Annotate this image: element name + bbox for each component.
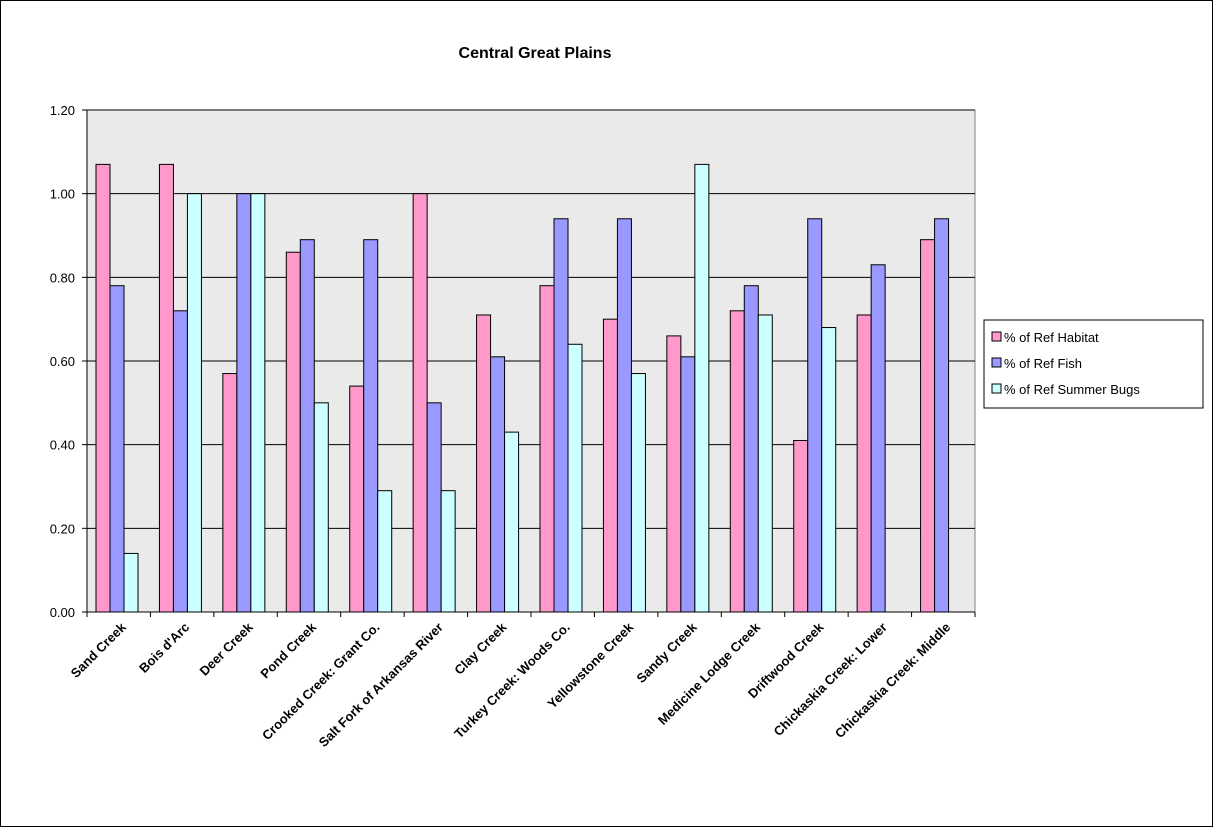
bar-summer-bugs xyxy=(440,490,456,613)
bar-habitat xyxy=(539,285,555,613)
x-tick-label: Pond Creek xyxy=(257,619,319,681)
x-tick-label: Sandy Creek xyxy=(633,619,700,686)
y-tick-label: 0.00 xyxy=(50,605,75,620)
bar-summer-bugs xyxy=(377,490,393,613)
bar-fish xyxy=(807,218,823,613)
chart-title: Central Great Plains xyxy=(459,45,612,62)
y-tick-label: 1.00 xyxy=(50,187,75,202)
bar-fish xyxy=(172,310,188,613)
bar-summer-bugs xyxy=(567,343,583,613)
x-axis-ticks: Sand Creek Bois d'Arc Deer Creek Pond Creek… xyxy=(68,619,954,750)
legend-label: % of Ref Summer Bugs xyxy=(1004,382,1140,397)
bar-fish xyxy=(934,218,950,613)
bar-summer-bugs xyxy=(821,327,837,613)
x-tick-label: Medicine Lodge Creek xyxy=(655,619,764,728)
y-tick-label: 0.40 xyxy=(50,438,75,453)
x-tick-label: Chickaskia Creek: Lower xyxy=(771,620,890,739)
bar-habitat xyxy=(412,193,428,613)
bar-fish xyxy=(870,264,886,613)
bar-fish xyxy=(299,239,315,613)
legend-label: % of Ref Habitat xyxy=(1004,330,1099,345)
bar-summer-bugs xyxy=(630,373,646,613)
bar-fish xyxy=(426,402,442,613)
bar-habitat xyxy=(602,318,618,613)
bar-fish xyxy=(743,285,759,613)
legend-label: % of Ref Fish xyxy=(1004,356,1082,371)
y-axis-ticks: 0.00 0.20 0.40 0.60 0.80 1.00 1.20 xyxy=(50,103,75,620)
bar-habitat xyxy=(793,439,809,613)
legend-swatch xyxy=(991,331,1002,342)
bar-habitat xyxy=(95,163,111,613)
legend-swatch xyxy=(991,357,1002,368)
legend: % of Ref Habitat % of Ref Fish % of Ref Su… xyxy=(983,319,1204,409)
axes xyxy=(82,109,976,617)
bar-fish xyxy=(490,356,506,613)
bar-summer-bugs xyxy=(123,552,139,613)
bar-habitat xyxy=(476,314,492,613)
bar-habitat xyxy=(158,163,174,613)
legend-swatch xyxy=(991,383,1002,394)
bar-fish xyxy=(553,218,569,613)
bar-fish xyxy=(363,239,379,613)
bar-habitat xyxy=(285,251,301,613)
bar-summer-bugs xyxy=(250,193,266,613)
x-tick-label: Salt Fork of Arkansas River xyxy=(316,620,446,750)
bar-summer-bugs xyxy=(186,193,202,613)
bar-habitat xyxy=(729,310,745,613)
bar-habitat xyxy=(920,239,936,613)
x-tick-label: Bois d'Arc xyxy=(136,620,192,676)
bar-fish xyxy=(680,356,696,613)
bar-summer-bugs xyxy=(313,402,329,613)
bar-fish xyxy=(616,218,632,613)
bar-habitat xyxy=(666,335,682,613)
bar-habitat xyxy=(222,373,238,613)
y-tick-label: 0.80 xyxy=(50,270,75,285)
bar-fish xyxy=(236,193,252,613)
x-tick-label: Turkey Creek: Woods Co. xyxy=(451,620,573,742)
legend-box xyxy=(983,319,1204,409)
y-tick-label: 1.20 xyxy=(50,103,75,118)
bar-summer-bugs xyxy=(757,314,773,613)
bar-fish xyxy=(109,285,125,613)
x-tick-label: Clay Creek xyxy=(451,619,510,678)
x-tick-label: Deer Creek xyxy=(197,619,257,679)
y-tick-label: 0.20 xyxy=(50,521,75,536)
bars xyxy=(95,163,950,613)
x-tick-label: Sand Creek xyxy=(68,619,130,681)
bar-summer-bugs xyxy=(504,431,520,613)
bar-habitat xyxy=(856,314,872,613)
bar-habitat xyxy=(349,385,365,613)
y-tick-label: 0.60 xyxy=(50,354,75,369)
x-tick-label: Chickaskia Creek: Middle xyxy=(832,620,953,741)
x-tick-label: Crooked Creek: Grant Co. xyxy=(259,620,383,744)
bar-summer-bugs xyxy=(694,163,710,613)
